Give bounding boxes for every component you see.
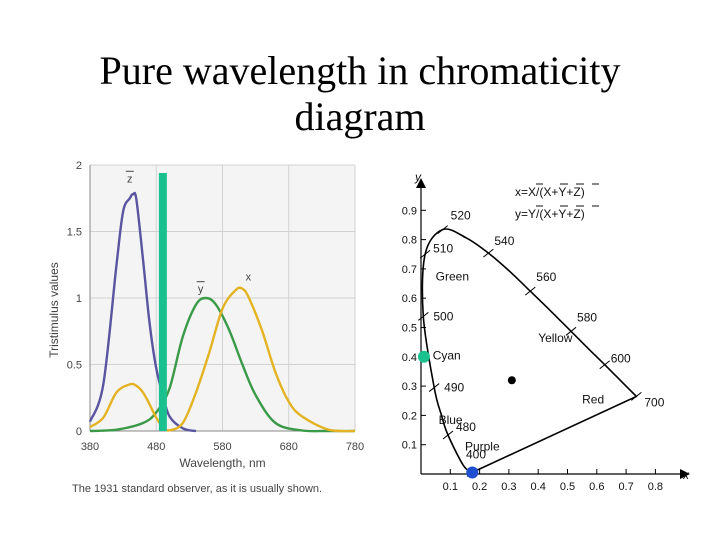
wavelength-label: 560 [536,270,556,284]
region-label-cyan: Cyan [433,349,461,363]
slide-title: Pure wavelength in chromaticity diagram [40,48,680,140]
y-tick-label: 0 [76,426,82,438]
x-tick-label: 580 [213,441,231,453]
y-axis-arrow [416,178,426,188]
y-tick-label: 2 [76,160,82,172]
y-tick-label: 0.4 [402,352,417,364]
x-axis-label: x [682,468,690,482]
wavelength-tick [565,326,577,336]
highlight-point-violet [466,466,479,479]
x-tick-label: 0.3 [501,481,516,493]
region-label-green: Green [436,270,469,284]
wavelength-label: 700 [644,395,664,409]
y-tick-label: 0.7 [402,264,417,276]
y-axis-label: y [414,170,422,184]
series-x-line [89,286,356,433]
wavelength-tick [437,225,448,235]
title-line-1: Pure wavelength in chromaticity [99,48,621,93]
wavelength-label: 490 [444,381,464,395]
region-label-blue: Blue [439,413,463,427]
wavelength-label: 480 [456,420,476,434]
highlight-point-cyan [417,350,430,363]
tristimulus-chart: 0 0.5 1 1.5 2 380 480 580 680 780 Wavelength, nm Tr… [47,160,364,495]
region-label-purple: Purple [465,440,500,454]
wavelength-label: 400 [466,448,486,462]
y-tick-label: 0.6 [402,293,417,305]
spectral-locus [421,228,638,474]
region-label-yellow: Yellow [538,331,573,345]
x-tick-label: 0.6 [589,481,604,493]
wavelength-label: 540 [494,234,514,248]
title-line-2: diagram [294,94,426,139]
series-z-label: z [127,173,133,185]
series-y-label: y [198,284,204,296]
y-tick-label: 0.9 [402,205,417,217]
chromaticity-diagram: x y 0.1 0.2 0.3 0.4 0.5 0.6 0.7 0.8 0.1 0.2 0.3 0.4 0.… [402,170,690,493]
white-point [507,376,516,385]
wavelength-tick [419,249,431,259]
series-y-line [89,296,356,433]
x-tick-label: 480 [147,441,165,453]
x-tick-label: 680 [280,441,298,453]
x-axis-arrow [680,469,690,479]
series-x-label: x [246,272,252,284]
y-axis-label: Tristimulus values [47,262,61,358]
wavelength-tick [599,360,611,370]
x-tick-label: 0.8 [648,481,663,493]
wavelength-tick [418,311,429,321]
x-tick-label: 0.1 [443,481,458,493]
y-tick-label: 0.2 [402,410,417,422]
wavelength-tick [442,430,454,440]
wavelength-label: 510 [433,241,453,255]
wavelength-label: 600 [611,352,631,366]
wavelength-tick [483,248,494,258]
y-tick-label: 0.5 [67,360,82,372]
x-tick-label: 380 [81,441,99,453]
y-tick-label: 0.3 [402,381,417,393]
y-tick-label: 1.5 [67,227,82,239]
formula-y: y=Y/(X+Y+Z) [515,207,585,221]
wavelength-label: 500 [433,309,453,323]
formula-x: x=X/(X+Y+Z) [515,185,585,199]
x-axis-label: Wavelength, nm [179,456,265,470]
wavelength-label: 520 [451,209,471,223]
x-tick-label: 0.2 [472,481,487,493]
wavelength-tick [631,391,642,401]
y-tick-label: 0.5 [402,323,417,335]
y-tick-label: 0.8 [402,235,417,247]
wavelength-tick [524,286,536,296]
wavelength-marker [158,173,167,431]
x-tick-label: 0.5 [560,481,575,493]
y-tick-label: 1 [76,293,82,305]
region-label-red: Red [582,393,604,407]
series-z-line [88,191,197,433]
x-tick-label: 0.4 [531,481,546,493]
wavelength-label: 580 [577,310,597,324]
wavelength-tick [428,383,440,392]
x-tick-label: 0.7 [618,481,633,493]
x-tick-label: 780 [346,441,364,453]
y-tick-label: 0.1 [402,440,417,452]
figure-caption: The 1931 standard observer, as it is usu… [72,483,322,495]
